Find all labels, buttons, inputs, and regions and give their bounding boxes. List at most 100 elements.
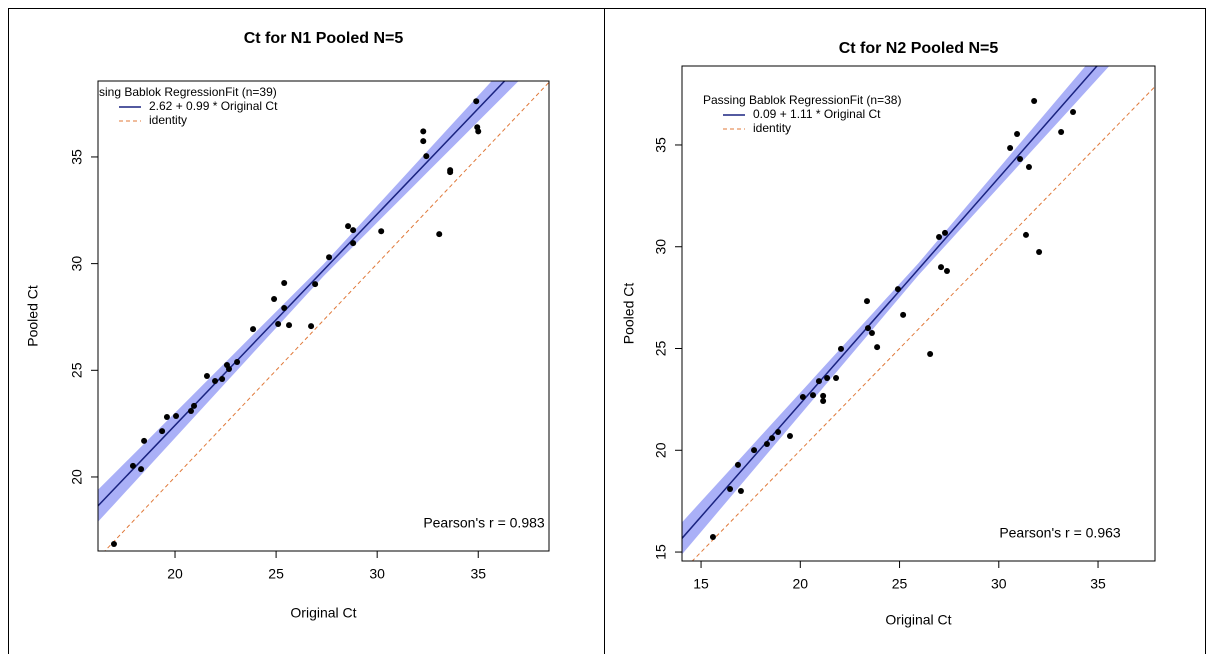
point [312,281,319,288]
panel: 15 20 25 30 35 15 20 25 30 35 Ct for N2 Pooled N=5… [604,8,1206,654]
point [271,296,278,303]
legend-identity-label: identity [753,121,791,135]
plot-area [98,81,549,551]
x-tick-label: 25 [892,576,908,592]
point [423,153,430,160]
point [350,227,357,234]
point [110,540,117,547]
point [820,398,827,405]
y-tick-label: 25 [69,362,85,378]
point [225,366,232,373]
point [810,392,817,399]
x-tick-label: 20 [793,576,809,592]
point [345,223,352,230]
legend-identity-label: identity [149,113,187,127]
point [163,414,170,421]
y-tick-label: 25 [653,341,669,357]
y-tick-label: 20 [69,469,85,485]
x-axis-label: Original Ct [885,612,951,628]
point [350,240,357,247]
point [936,233,943,240]
chart: 15 20 25 30 35 15 20 25 30 35 Ct for N2 Pooled N=5… [621,40,1156,628]
point [894,286,901,293]
y-tick-label: 30 [69,256,85,272]
point [1025,163,1032,170]
point [727,485,734,492]
point [863,298,870,305]
identity-line [691,86,1155,561]
point [187,408,194,415]
point [138,466,145,473]
y-axis-label: Pooled Ct [25,285,41,347]
identity-line [104,81,549,551]
point [129,462,136,469]
point [1017,156,1024,163]
point [868,330,875,337]
x-tick-label: 15 [693,576,709,592]
point [250,326,257,333]
chart-title: Ct for N1 Pooled N=5 [244,30,404,47]
point [219,376,226,383]
point [475,128,482,135]
legend-title: Passing Bablok RegressionFit (n=38) [703,93,901,107]
point [833,375,840,382]
point [786,433,793,440]
point [1036,249,1043,256]
plot-box [97,80,550,552]
panel: 20 25 30 35 20 25 30 35 Ct for N1 Pooled N=5 Orig… [8,8,605,654]
point [927,351,934,358]
point [436,231,443,238]
point [1070,108,1077,115]
point [763,440,770,447]
x-tick-label: 30 [369,566,385,582]
point [159,428,166,435]
point [769,435,776,442]
legend-fit-label: 2.62 + 0.99 * Original Ct [149,99,278,113]
point [864,325,871,332]
point [824,375,831,382]
y-tick-label: 20 [653,442,669,458]
point [420,138,427,145]
point [1031,98,1038,105]
point [326,254,333,261]
point [815,378,822,385]
x-tick-label: 35 [470,566,486,582]
confidence-band [682,66,1110,555]
point [420,128,427,135]
fit-line [98,81,506,507]
point [938,264,945,271]
y-tick-label: 30 [653,239,669,255]
point [212,377,219,384]
y-axis-label: Pooled Ct [621,283,637,345]
point [734,461,741,468]
annotation: Pearson's r = 0.963 [999,525,1121,541]
x-axis-label: Original Ct [290,605,356,621]
annotation: Pearson's r = 0.983 [423,515,545,531]
y-tick-label: 35 [69,149,85,165]
point [473,98,480,105]
point [1007,145,1014,152]
point [709,533,716,540]
point [820,392,827,399]
x-tick-label: 20 [167,566,183,582]
point [191,402,198,409]
point [900,311,907,318]
point [308,323,315,330]
point [234,358,241,365]
legend-title: sing Bablok RegressionFit (n=39) [99,85,277,99]
point [1022,231,1029,238]
point [447,169,454,176]
x-tick-label: 35 [1090,576,1106,592]
point [751,447,758,454]
point [775,428,782,435]
point [941,229,948,236]
plot-area [682,66,1155,561]
point [378,228,385,235]
point [281,304,288,311]
point [275,321,282,328]
point [1058,128,1065,135]
x-tick-label: 25 [268,566,284,582]
point [281,280,288,287]
legend-fit-label: 0.09 + 1.11 * Original Ct [753,107,881,121]
